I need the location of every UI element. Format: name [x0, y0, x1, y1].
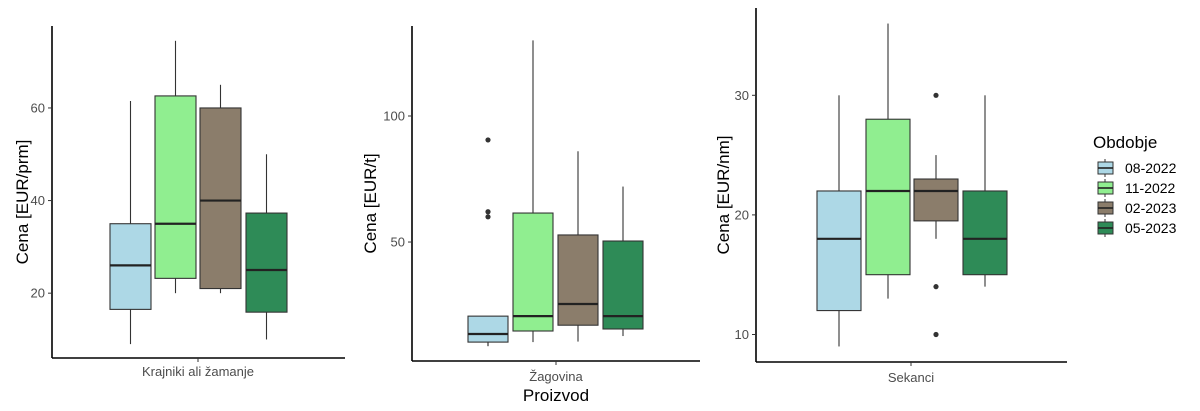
- x-tick-label: Sekanci: [888, 370, 934, 385]
- box-iqr: [557, 234, 599, 326]
- y-axis-title: Cena [EUR/t]: [361, 153, 380, 253]
- box-08-2022: [109, 101, 152, 345]
- x-tick-label: Krajniki ali žamanje: [142, 364, 254, 379]
- legend-item-08-2022: 08-2022: [1097, 159, 1177, 177]
- box-02-2023: [199, 84, 242, 294]
- y-tick-label: 100: [383, 108, 405, 123]
- box-iqr: [109, 223, 152, 310]
- box-02-2023: [557, 151, 599, 342]
- box-iqr: [154, 95, 197, 279]
- y-tick-label: 50: [391, 235, 405, 250]
- outlier-point: [933, 331, 939, 338]
- legend-item-02-2023: 02-2023: [1097, 199, 1177, 217]
- outlier-point: [933, 284, 939, 290]
- legend-label: 08-2022: [1125, 160, 1177, 176]
- y-tick-label: 40: [31, 193, 45, 208]
- y-tick-label: 20: [735, 207, 749, 222]
- outlier-point: [485, 209, 491, 215]
- y-axis-title: Cena [EUR/nm]: [714, 135, 733, 254]
- y-tick-label: 10: [735, 327, 749, 342]
- y-tick-label: 30: [735, 88, 749, 103]
- outlier-point: [485, 214, 491, 220]
- box-iqr: [602, 240, 644, 330]
- box-iqr: [962, 190, 1008, 276]
- box-iqr: [245, 212, 288, 313]
- box-11-2022: [865, 23, 911, 299]
- box-iqr: [467, 315, 509, 343]
- box-iqr: [199, 107, 242, 290]
- y-tick-label: 60: [31, 100, 45, 115]
- box-iqr: [816, 190, 862, 312]
- legend-label: 05-2023: [1125, 220, 1177, 236]
- box-02-2023: [913, 92, 959, 338]
- box-05-2023: [245, 154, 288, 340]
- box-05-2023: [962, 95, 1008, 287]
- x-tick-label: Žagovina: [529, 369, 583, 384]
- legend-label: 02-2023: [1125, 200, 1177, 216]
- outlier-point: [485, 137, 491, 143]
- y-tick-label: 20: [31, 286, 45, 301]
- x-axis-title: Proizvod: [523, 386, 589, 405]
- panel-3: 10 20 30 Sekanci Cena [EUR/nm]: [714, 8, 1067, 385]
- legend-item-11-2022: 11-2022: [1097, 179, 1176, 197]
- legend-title: Obdobje: [1093, 133, 1157, 152]
- box-11-2022: [154, 40, 197, 294]
- box-iqr: [865, 118, 911, 276]
- box-iqr: [913, 178, 959, 222]
- y-axis-title: Cena [EUR/prm]: [13, 140, 32, 265]
- legend: Obdobje 08-2022 11-2022 02-2023 05-2023: [1093, 133, 1177, 237]
- panel-1: 20 40 60 Krajniki ali žamanje Cena [EUR/prm]: [13, 26, 345, 379]
- box-11-2022: [512, 40, 554, 343]
- legend-item-05-2023: 05-2023: [1097, 219, 1177, 237]
- box-08-2022: [816, 95, 862, 347]
- box-08-2022: [467, 137, 509, 347]
- box-05-2023: [602, 186, 644, 337]
- outlier-point: [933, 92, 939, 98]
- box-iqr: [512, 212, 554, 332]
- legend-label: 11-2022: [1125, 180, 1176, 196]
- panel-2: 50 100 Žagovina Proizvod Cena [EUR/t]: [361, 26, 700, 405]
